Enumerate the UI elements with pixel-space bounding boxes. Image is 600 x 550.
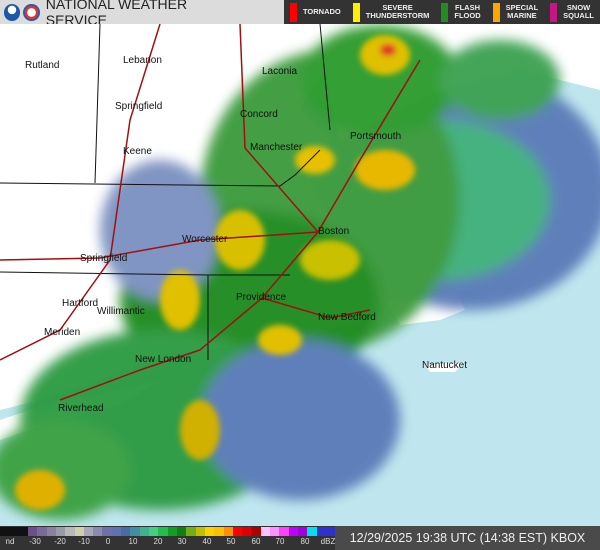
legend-color (27, 527, 38, 536)
legend-color (325, 527, 336, 536)
city-label: Willimantic (97, 306, 145, 317)
warning-label: FLASH FLOOD (454, 3, 481, 20)
legend-color (270, 527, 280, 536)
legend-color (316, 527, 326, 536)
noaa-logo-icon (4, 3, 21, 21)
legend-color (176, 527, 187, 536)
legend-tick: 0 (105, 537, 111, 546)
legend-color (93, 527, 103, 536)
legend-tick: dBZ (320, 537, 336, 546)
warning-swatch (352, 2, 360, 22)
city-label: Worcester (182, 234, 228, 245)
city-label: New London (135, 354, 192, 365)
brand: NATIONAL WEATHER SERVICE (0, 0, 245, 28)
warning-legend: TORNADO SEVERE THUNDERSTORM FLASH FLOOD SPE… (283, 0, 600, 24)
legend-tick: 70 (275, 537, 285, 546)
legend-color (18, 527, 28, 536)
warning-item: FLASH FLOOD (435, 2, 481, 22)
legend-color (0, 527, 10, 536)
legend-tick: 80 (300, 537, 310, 546)
city-label: Manchester (250, 142, 303, 153)
city-label: New Bedford (318, 312, 376, 323)
boundaries (0, 24, 331, 360)
warning-label: SEVERE THUNDERSTORM (365, 3, 430, 20)
legend-tick: nd (5, 537, 15, 546)
warning-label: SPECIAL MARINE (505, 3, 539, 20)
city-label: Keene (123, 146, 152, 157)
legend-tick: -20 (54, 537, 66, 546)
legend-color (298, 527, 308, 536)
legend-color (242, 527, 252, 536)
legend-tick: 30 (177, 537, 187, 546)
warning-swatch (289, 2, 297, 22)
legend-tick: 60 (251, 537, 261, 546)
city-label: Hartford (62, 298, 99, 309)
legend-color (102, 527, 112, 536)
legend-color (279, 527, 289, 536)
legend-color (260, 527, 271, 536)
city-label: Boston (318, 226, 350, 237)
radar-echoes (0, 25, 600, 520)
warning-swatch (441, 2, 449, 22)
city-label: Providence (236, 292, 287, 303)
highways (0, 24, 421, 401)
reflectivity-color-bar (0, 527, 336, 536)
header: NATIONAL WEATHER SERVICE TORNADO SEVERE T… (0, 0, 600, 28)
legend-color (65, 527, 75, 536)
legend-color (130, 527, 140, 536)
legend-color (167, 527, 177, 536)
legend-tick: 10 (128, 537, 138, 546)
legend-color (251, 527, 261, 536)
legend-tick: 50 (226, 537, 236, 546)
city-label: Laconia (262, 66, 298, 77)
radar-map[interactable] (0, 24, 600, 526)
warning-item: TORNADO (284, 2, 341, 22)
warning-label: SNOW SQUALL (563, 3, 594, 20)
legend-color (232, 527, 243, 536)
warning-item: SEVERE THUNDERSTORM (347, 2, 430, 22)
legend-color (149, 527, 159, 536)
warning-swatch (550, 2, 558, 22)
legend-tick: 20 (153, 537, 163, 546)
warning-item: SPECIAL MARINE (487, 2, 539, 22)
legend-color (195, 527, 205, 536)
warning-swatch (492, 2, 500, 22)
heavy-echoes (15, 35, 415, 510)
city-label: Nantucket (422, 360, 468, 371)
legend-color (83, 527, 94, 536)
legend-tick: -10 (78, 537, 90, 546)
timestamp: 12/29/2025 19:38 UTC (14:38 EST) KBOX (335, 526, 600, 550)
legend-color (214, 527, 224, 536)
legend-color (74, 527, 84, 536)
warning-item: SNOW SQUALL (544, 2, 594, 22)
nantucket (425, 362, 465, 372)
city-label: Meriden (44, 327, 81, 338)
city-label: Lebanon (123, 55, 162, 66)
city-label: Portsmouth (350, 131, 402, 142)
legend-color (121, 527, 131, 536)
legend-color (9, 527, 19, 536)
nws-logo-icon (23, 3, 40, 21)
warning-label: TORNADO (302, 7, 341, 16)
city-label: Springfield (115, 101, 163, 112)
legend-color (186, 527, 196, 536)
legend-color (111, 527, 122, 536)
city-label: Concord (240, 109, 278, 120)
legend-color (223, 527, 233, 536)
legend-color (307, 527, 317, 536)
city-label: Rutland (25, 60, 60, 71)
legend-color (139, 527, 149, 536)
footer: nd -30 -20 -10 0 10 20 30 40 50 60 70 80 dBZ 12/29/20… (0, 526, 600, 550)
legend-color (158, 527, 168, 536)
reflectivity-legend: nd -30 -20 -10 0 10 20 30 40 50 60 70 80 dBZ (0, 526, 335, 550)
legend-color (288, 527, 298, 536)
legend-tick: 40 (202, 537, 212, 546)
legend-tick: -30 (29, 537, 41, 546)
city-label: Riverhead (58, 403, 104, 414)
legend-color (46, 527, 56, 536)
city-label: Springfield (80, 253, 128, 264)
legend-color (37, 527, 47, 536)
legend-color (204, 527, 215, 536)
legend-color (55, 527, 66, 536)
